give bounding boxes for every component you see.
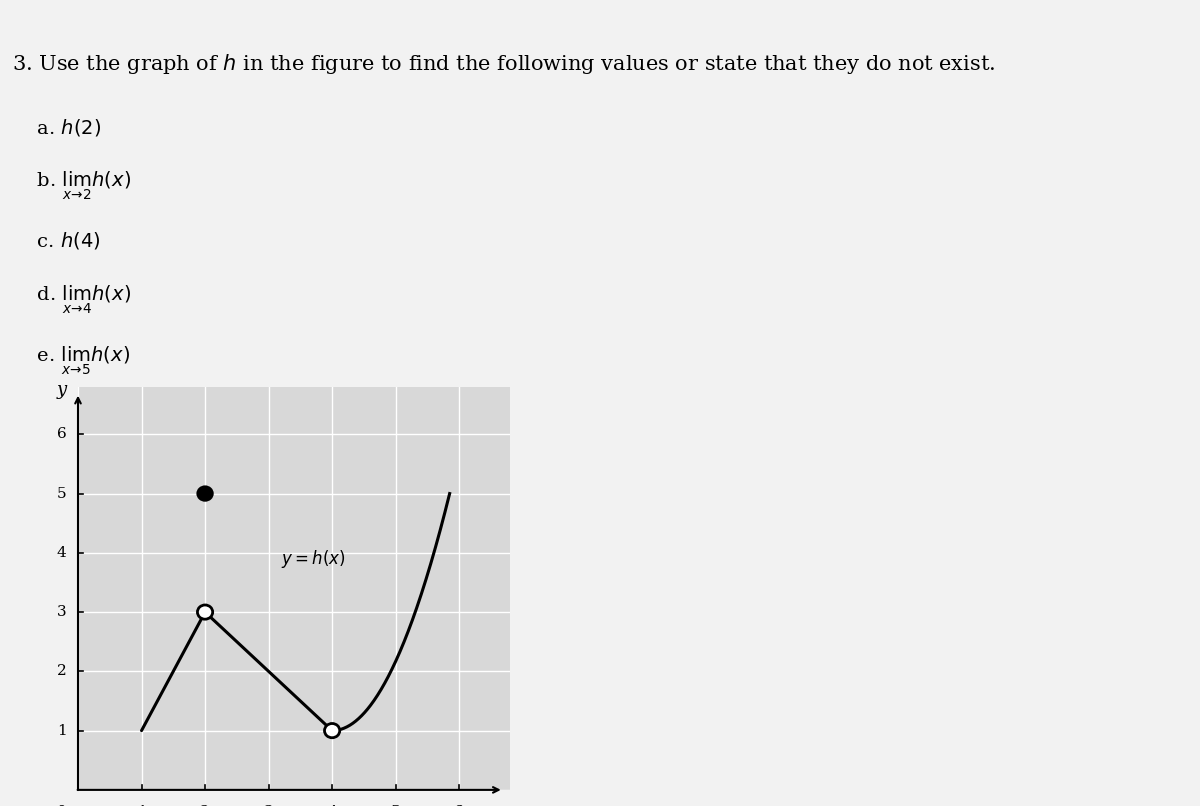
Text: a. $h(2)$: a. $h(2)$ [12,117,101,138]
Text: 4: 4 [56,546,66,560]
Circle shape [198,605,212,619]
Text: 5: 5 [56,487,66,501]
Text: x: x [502,804,512,806]
Text: b. $\lim_{x \to 2} h(x)$: b. $\lim_{x \to 2} h(x)$ [12,169,131,202]
Text: $y = h(x)$: $y = h(x)$ [281,548,346,570]
Text: e. $\lim_{x \to 5} h(x)$: e. $\lim_{x \to 5} h(x)$ [12,344,130,376]
Text: y: y [56,381,66,399]
Circle shape [198,487,212,501]
Text: 2: 2 [200,804,210,806]
Text: c. $h(4)$: c. $h(4)$ [12,230,101,251]
Text: 6: 6 [56,427,66,442]
Text: 0: 0 [56,804,66,806]
Text: 1: 1 [56,724,66,737]
Text: d. $\lim_{x \to 4} h(x)$: d. $\lim_{x \to 4} h(x)$ [12,284,131,316]
Text: 3: 3 [56,605,66,619]
Text: 3. Use the graph of $h$ in the figure to find the following values or state that: 3. Use the graph of $h$ in the figure to… [12,52,995,77]
Text: 5: 5 [391,804,401,806]
Text: 3: 3 [264,804,274,806]
Circle shape [324,724,340,737]
Text: 2: 2 [56,664,66,679]
Text: 4: 4 [328,804,337,806]
Text: 6: 6 [455,804,464,806]
Text: 1: 1 [137,804,146,806]
